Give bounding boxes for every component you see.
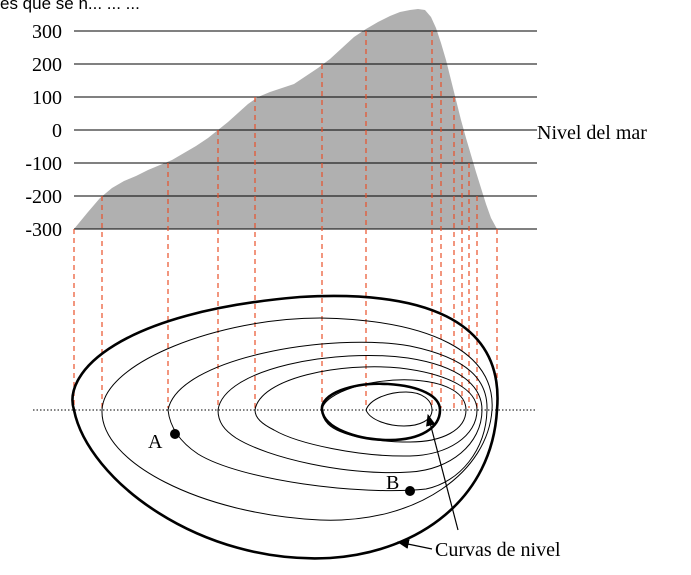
point-b-marker [405, 486, 415, 496]
point-b-label: B [386, 472, 399, 494]
contour-8 [365, 391, 433, 427]
elevation-tick-labels: 300 200 100 0 -100 -200 -300 [25, 21, 62, 241]
contour-6 [321, 379, 467, 443]
point-a-marker [170, 429, 180, 439]
arrow-to-inner-contour [426, 413, 459, 531]
sea-level-label: Nivel del mar [537, 122, 647, 144]
y-tick-label: -100 [25, 153, 62, 175]
point-a-label: A [148, 431, 163, 453]
contour-3 [167, 341, 488, 492]
contour-7 [320, 382, 442, 442]
y-tick-label: 100 [32, 87, 62, 109]
contour-lines-caption: Curvas de nivel [435, 539, 561, 561]
contour-lines [71, 294, 499, 560]
y-tick-label: -200 [25, 186, 62, 208]
y-tick-label: 0 [52, 120, 62, 142]
y-tick-label: -300 [25, 219, 62, 241]
projection-lines [73, 31, 498, 408]
contour-2 [101, 317, 493, 521]
contour-outer [71, 294, 499, 560]
y-tick-label: 300 [32, 21, 62, 43]
contour-5 [254, 366, 478, 457]
y-tick-label: 200 [32, 54, 62, 76]
cropped-header-text: es que se n... ... ... [0, 0, 140, 13]
elevation-gridlines [74, 30, 537, 230]
contour-4 [217, 354, 483, 474]
arrow-to-outer-contour [396, 539, 433, 550]
